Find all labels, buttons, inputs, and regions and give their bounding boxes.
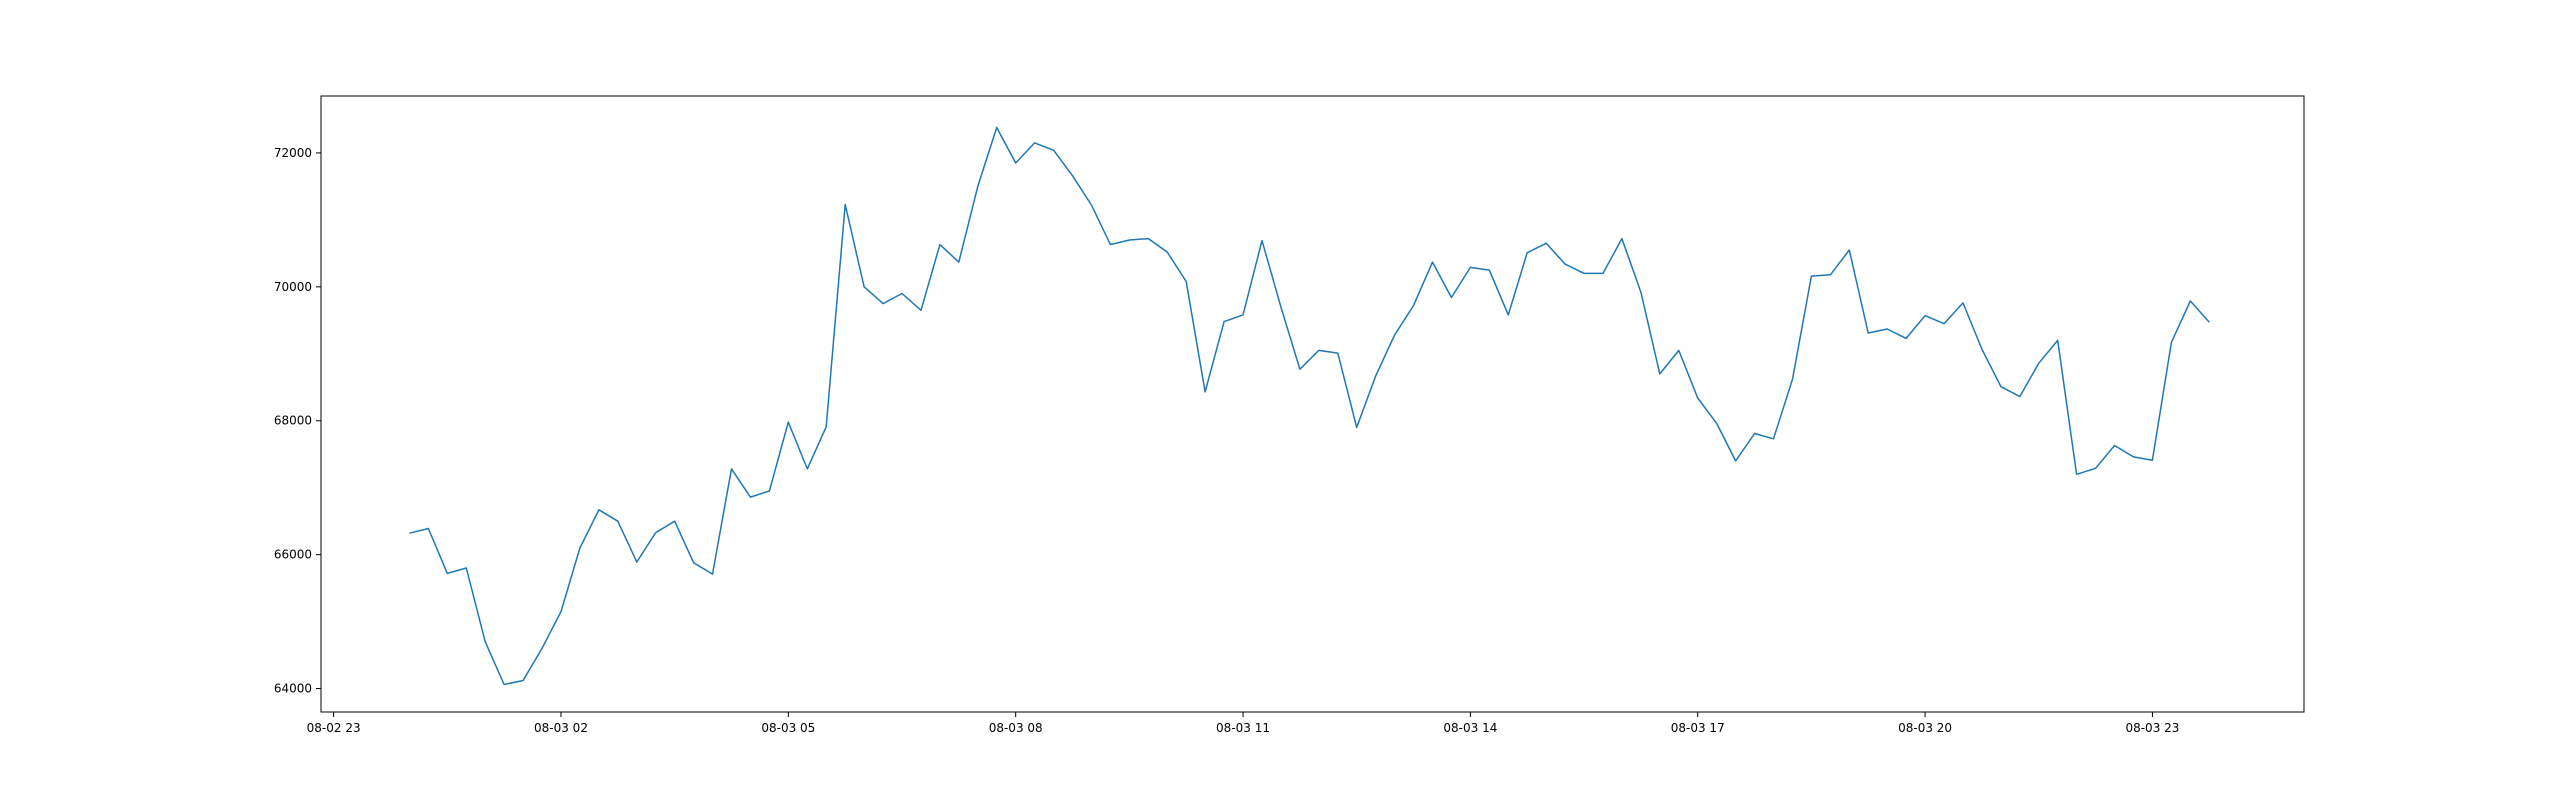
- x-tick-label: 08-03 08: [989, 721, 1043, 735]
- y-tick-label: 64000: [274, 682, 312, 696]
- x-tick-label: 08-03 11: [1216, 721, 1270, 735]
- y-tick-label: 66000: [274, 548, 312, 562]
- y-tick-label: 70000: [274, 280, 312, 294]
- y-tick-label: 72000: [274, 146, 312, 160]
- y-tick-label: 68000: [274, 414, 312, 428]
- x-tick-label: 08-03 20: [1898, 721, 1952, 735]
- x-axis: 08-02 23 08-03 02 08-03 05 08-03 08 08-03 11…: [307, 712, 2179, 735]
- x-tick-label: 08-03 05: [761, 721, 815, 735]
- x-tick-label: 08-02 23: [307, 721, 361, 735]
- x-tick-label: 08-03 23: [2125, 721, 2179, 735]
- y-axis: 64000 66000 68000 70000 72000: [274, 146, 321, 696]
- x-tick-label: 08-03 14: [1443, 721, 1497, 735]
- plot-area-frame: [320, 95, 2305, 713]
- price-series-line: [409, 126, 2210, 686]
- x-tick-label: 08-03 02: [534, 721, 588, 735]
- x-tick-label: 08-03 17: [1671, 721, 1725, 735]
